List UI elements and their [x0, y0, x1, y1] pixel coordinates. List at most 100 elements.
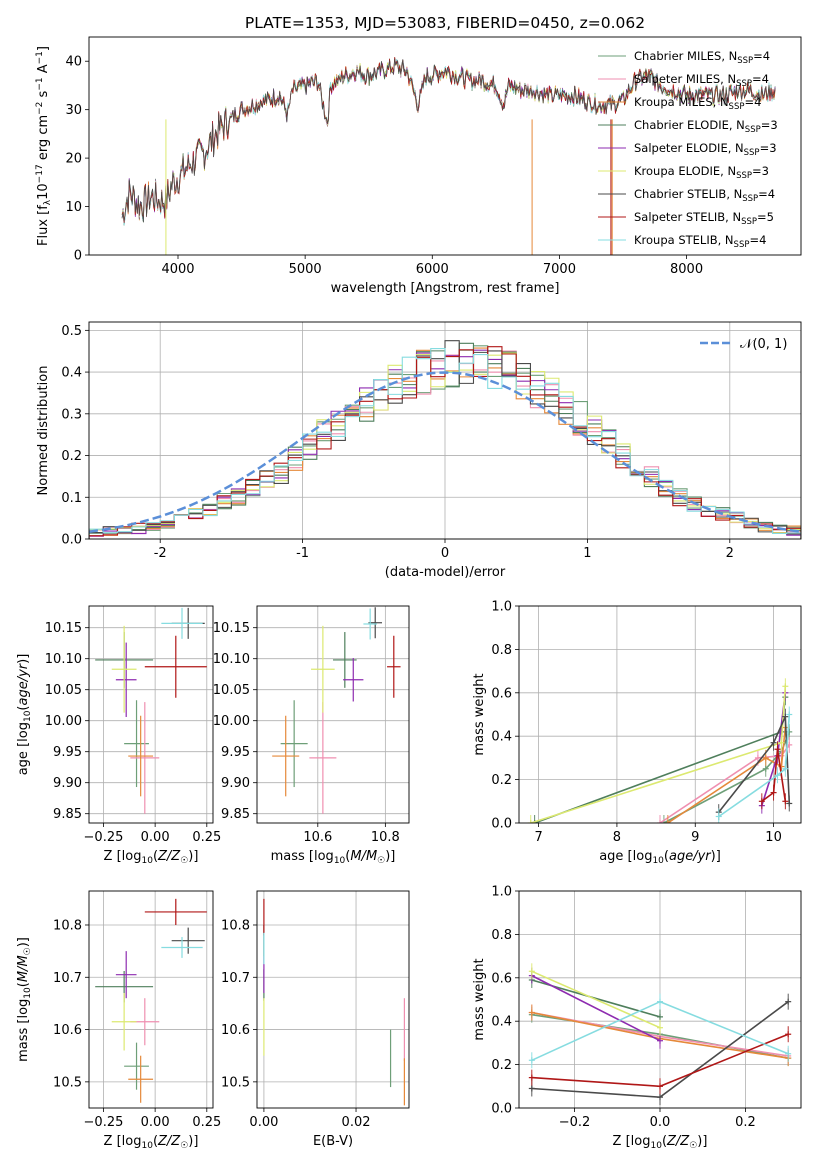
x-axis-label: Z [log10(Z/Z☉)] [613, 1134, 708, 1151]
y-tick-label: 0.6 [491, 686, 512, 701]
age_vs_mass-plot-area [272, 607, 401, 814]
y-tick-label: 0 [74, 249, 82, 264]
x-axis-label: Z [log10(Z/Z☉)] [104, 1134, 199, 1151]
normal-curve [89, 371, 801, 533]
y-tick-label: 0.5 [61, 324, 82, 339]
y-tick-label: 10.8 [53, 918, 82, 933]
y-tick-label: 0.1 [61, 491, 82, 506]
spectrum-legend: Chabrier MILES, NSSP=4 Salpeter MILES, NS… [598, 49, 778, 250]
axes-frame [256, 605, 410, 824]
x-tick-label: 5000 [289, 262, 322, 277]
x-axis-label: mass [log10(M/M☉)] [271, 849, 396, 866]
weight-line [531, 970, 661, 1029]
massweight_vs_Z-plot-area [528, 963, 792, 1106]
y-tick-label: 10.6 [221, 1023, 250, 1038]
y-tick-label: 10.6 [53, 1023, 82, 1038]
x-tick-label: 7 [534, 830, 542, 845]
x-axis-label: (data-model)/error [385, 565, 506, 580]
y-tick-label: 0.4 [61, 366, 82, 381]
y-axis-label: mass [log10(M/M☉)] [16, 937, 33, 1062]
age_vs_Z-panel: −0.25 0.00 0.25 9.85 9.90 9.95 10.00 10.05 10.10… [16, 605, 221, 866]
legend-label: Chabrier STELIB, NSSP=4 [634, 187, 775, 204]
weight-line [531, 974, 661, 1042]
mass_vs_Z-panel: −0.25 0.00 0.25 10.5 10.6 10.7 10.8 Z [log10(Z/… [16, 890, 221, 1151]
legend-label: Chabrier ELODIE, NSSP=3 [634, 118, 778, 135]
x-tick-label: 8000 [670, 262, 703, 277]
massweight_vs_age-plot-area [527, 678, 793, 823]
x-tick-label: 9 [691, 830, 699, 845]
y-tick-label: 0.8 [491, 928, 512, 943]
weight-line [718, 714, 791, 818]
spectrum-plot-area [121, 57, 776, 255]
spectrum-line [121, 60, 776, 221]
x-tick-label: 4000 [161, 262, 194, 277]
x-tick-label: 2 [726, 546, 734, 561]
massweight_vs_Z-panel: −0.2 0.0 0.2 0.0 0.2 0.4 0.6 0.8 1.0 Z [log10(Z/Z… [472, 885, 802, 1151]
x-tick-label: 1 [583, 546, 591, 561]
figure-title: PLATE=1353, MJD=53083, FIBERID=0450, z=0… [245, 14, 645, 32]
x-axis-label: age [log10(age/yr)] [599, 849, 721, 866]
x-tick-label: −0.25 [84, 830, 124, 845]
y-tick-label: 9.85 [221, 807, 250, 822]
weight-line [659, 744, 790, 823]
y-tick-label: 0.4 [491, 1015, 512, 1030]
weight-line [534, 697, 787, 823]
y-tick-label: 0.2 [491, 1058, 512, 1073]
mass_vs_ebv-plot-area [263, 898, 405, 1106]
residual_histogram-panel: -2 -1 0 1 2 0.0 0.1 0.2 0.3 0.4 0.5 (data-model)/er… [36, 321, 802, 580]
x-tick-label: 10 [765, 830, 782, 845]
y-tick-label: 10.00 [45, 714, 82, 729]
y-tick-label: 9.95 [53, 745, 82, 760]
spectrum-line [121, 58, 776, 223]
y-tick-label: 0.0 [61, 533, 82, 548]
spectrum-panel: 4000 5000 6000 7000 8000 0 10 20 30 40 wavelength … [35, 36, 802, 296]
weight-line [663, 731, 791, 823]
legend-label: Kroupa STELIB, NSSP=4 [634, 233, 766, 250]
y-axis-label: Flux [fλ10−17 erg cm−2 s−1 A−1] [35, 46, 53, 246]
legend-label: Kroupa ELODIE, NSSP=3 [634, 164, 769, 181]
y-tick-label: 1.0 [491, 885, 512, 900]
x-tick-label: −0.2 [559, 1115, 591, 1130]
x-tick-label: 0.25 [192, 1115, 221, 1130]
axes-frame [518, 890, 802, 1109]
x-tick-label: 0.00 [141, 830, 170, 845]
axes-frame [88, 605, 214, 824]
y-tick-label: 30 [65, 103, 82, 118]
x-tick-label: 0.00 [141, 1115, 170, 1130]
y-tick-label: 10.15 [213, 621, 250, 636]
y-tick-label: 1.0 [491, 600, 512, 615]
y-tick-label: 0.8 [491, 643, 512, 658]
y-tick-label: 20 [65, 152, 82, 167]
weight-line [667, 727, 787, 823]
y-tick-label: 10.7 [53, 971, 82, 986]
y-tick-label: 9.90 [221, 776, 250, 791]
y-tick-label: 10.15 [45, 621, 82, 636]
x-tick-label: -2 [154, 546, 167, 561]
massweight_vs_age-panel: 7 8 9 10 0.0 0.2 0.4 0.6 0.8 1.0 age [log10(age/yr… [472, 600, 802, 866]
x-tick-label: 0.0 [650, 1115, 671, 1130]
legend-label: Chabrier MILES, NSSP=4 [634, 49, 770, 66]
mass_vs_ebv-panel: 0.00 0.02 10.5 10.6 10.7 10.8 E(B-V) [221, 890, 410, 1149]
weight-line [761, 749, 787, 802]
legend-label: Salpeter ELODIE, NSSP=3 [634, 141, 777, 158]
y-tick-label: 9.85 [53, 807, 82, 822]
x-tick-label: 0.02 [342, 1115, 371, 1130]
y-tick-label: 0.2 [61, 449, 82, 464]
x-tick-label: 10.8 [371, 830, 400, 845]
x-axis-label: wavelength [Angstrom, rest frame] [331, 281, 560, 296]
y-tick-label: 10.10 [45, 652, 82, 667]
x-tick-label: 0.00 [249, 1115, 278, 1130]
x-tick-label: 10.6 [303, 830, 332, 845]
y-tick-label: 10.5 [221, 1075, 250, 1090]
legend-label: Kroupa MILES, NSSP=4 [634, 95, 761, 112]
legend-label: Salpeter STELIB, NSSP=5 [634, 210, 774, 227]
x-tick-label: −0.25 [84, 1115, 124, 1130]
weight-line [718, 716, 791, 813]
mass_vs_Z-plot-area [95, 898, 207, 1103]
y-tick-label: 10.05 [213, 683, 250, 698]
x-tick-label: -1 [296, 546, 309, 561]
axes-frame [88, 36, 802, 256]
y-tick-label: 0.0 [491, 817, 512, 832]
y-axis-label: mass weight [472, 958, 487, 1040]
